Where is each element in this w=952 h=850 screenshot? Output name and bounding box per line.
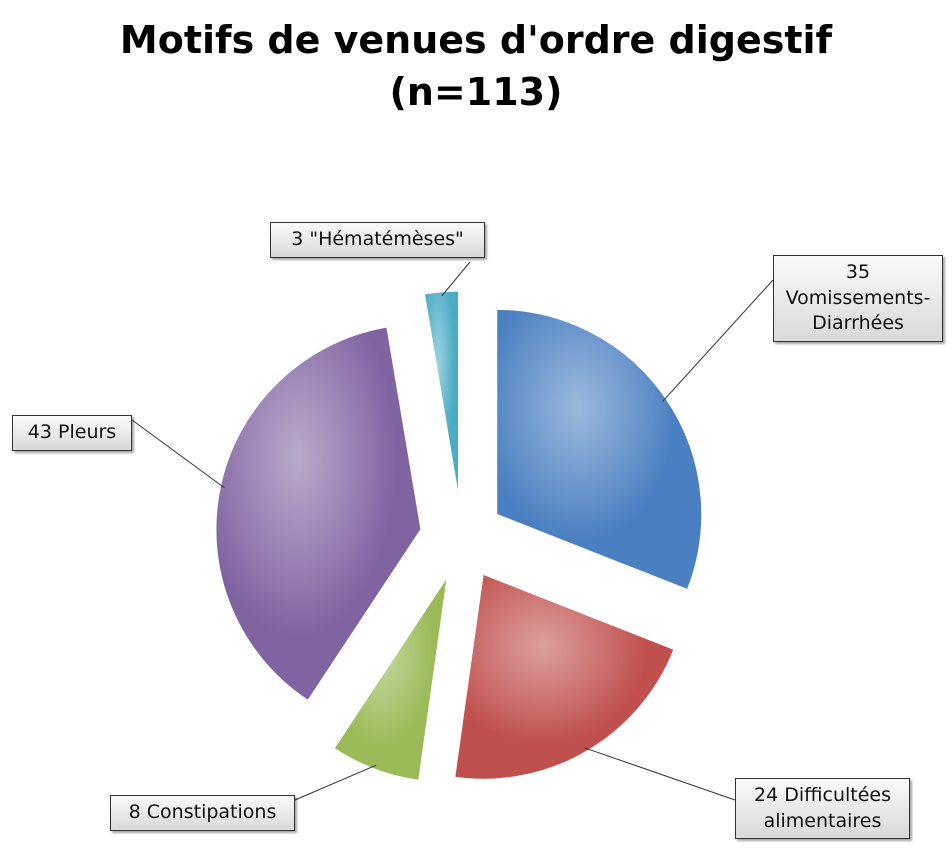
label-value: 8 — [128, 801, 141, 823]
data-label: 3 "Hématémèses" — [270, 222, 485, 258]
pie-slice — [496, 308, 703, 591]
leader-line — [441, 261, 471, 297]
chart-subtitle: (n=113) — [389, 70, 563, 114]
chart-title: Motifs de venues d'ordre digestif — [119, 18, 833, 62]
data-label: 24 Difficultées alimentaires — [735, 778, 910, 840]
label-category: Vomissements-Diarrhées — [785, 286, 931, 335]
label-category: Constipations — [146, 801, 277, 823]
data-label: 35 Vomissements-Diarrhées — [773, 255, 943, 342]
label-category: Pleurs — [58, 421, 117, 443]
label-value: 24 — [753, 784, 779, 806]
label-category: "Hématémèses" — [309, 228, 464, 250]
label-category: Difficultées alimentaires — [763, 784, 891, 832]
leader-line — [131, 419, 225, 489]
leader-line — [584, 747, 736, 801]
label-value: 3 — [291, 228, 304, 250]
label-value: 43 — [27, 421, 52, 443]
pie-slice — [215, 326, 422, 702]
data-label: 8 Constipations — [110, 795, 295, 831]
leader-line — [294, 764, 377, 801]
pie-slice — [454, 573, 675, 780]
label-value: 35 — [845, 261, 871, 283]
data-label: 43 Pleurs — [12, 415, 132, 451]
pie-slice — [423, 290, 460, 497]
leader-line — [662, 279, 774, 402]
